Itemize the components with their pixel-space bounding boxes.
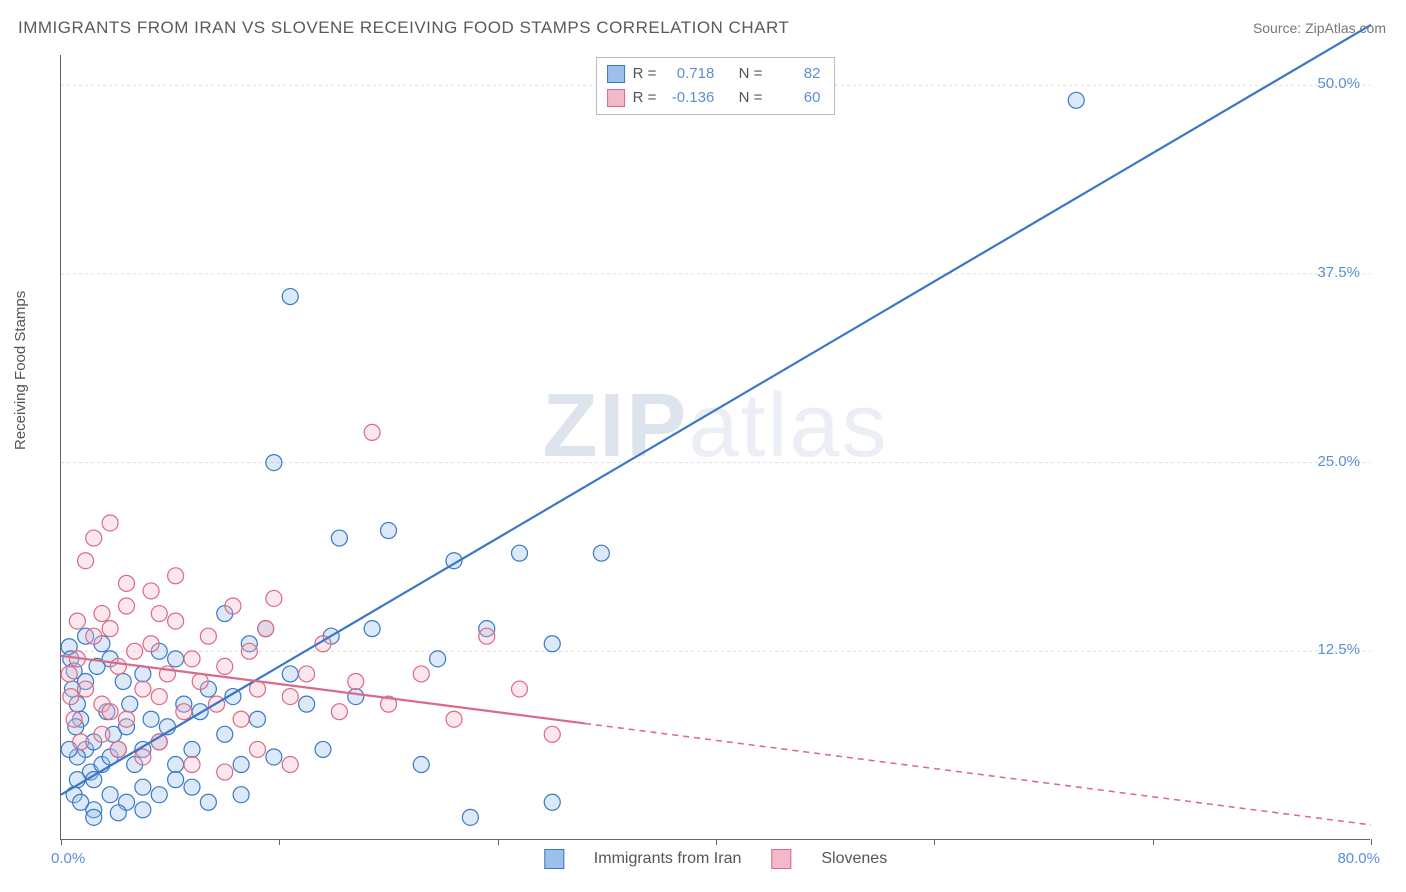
plot-area: ZIPatlas R = 0.718 N = 82 R = -0.136 N =… (60, 55, 1370, 840)
x-max-label: 80.0% (1337, 850, 1380, 867)
trend-line-dashed (585, 723, 1371, 824)
swatch-slovene (607, 89, 625, 107)
trend-line-solid (61, 656, 585, 724)
y-axis-label: Receiving Food Stamps (12, 291, 29, 450)
stats-row-iran: R = 0.718 N = 82 (607, 62, 821, 86)
swatch-iran (607, 65, 625, 83)
trend-layer (61, 55, 1370, 839)
legend-label-iran: Immigrants from Iran (594, 850, 742, 868)
trend-line-solid (61, 25, 1371, 795)
chart-title: IMMIGRANTS FROM IRAN VS SLOVENE RECEIVIN… (18, 18, 789, 38)
x-tick (61, 839, 62, 845)
x-tick (1153, 839, 1154, 845)
stats-box: R = 0.718 N = 82 R = -0.136 N = 60 (596, 57, 836, 115)
legend-swatch-slovene (771, 849, 791, 869)
x-tick (1371, 839, 1372, 845)
legend-label-slovene: Slovenes (821, 850, 887, 868)
x-tick (934, 839, 935, 845)
x-tick (498, 839, 499, 845)
x-origin-label: 0.0% (51, 850, 85, 867)
x-tick (716, 839, 717, 845)
x-tick (279, 839, 280, 845)
stats-row-slovene: R = -0.136 N = 60 (607, 86, 821, 110)
legend: Immigrants from Iran Slovenes (544, 849, 887, 869)
legend-swatch-iran (544, 849, 564, 869)
